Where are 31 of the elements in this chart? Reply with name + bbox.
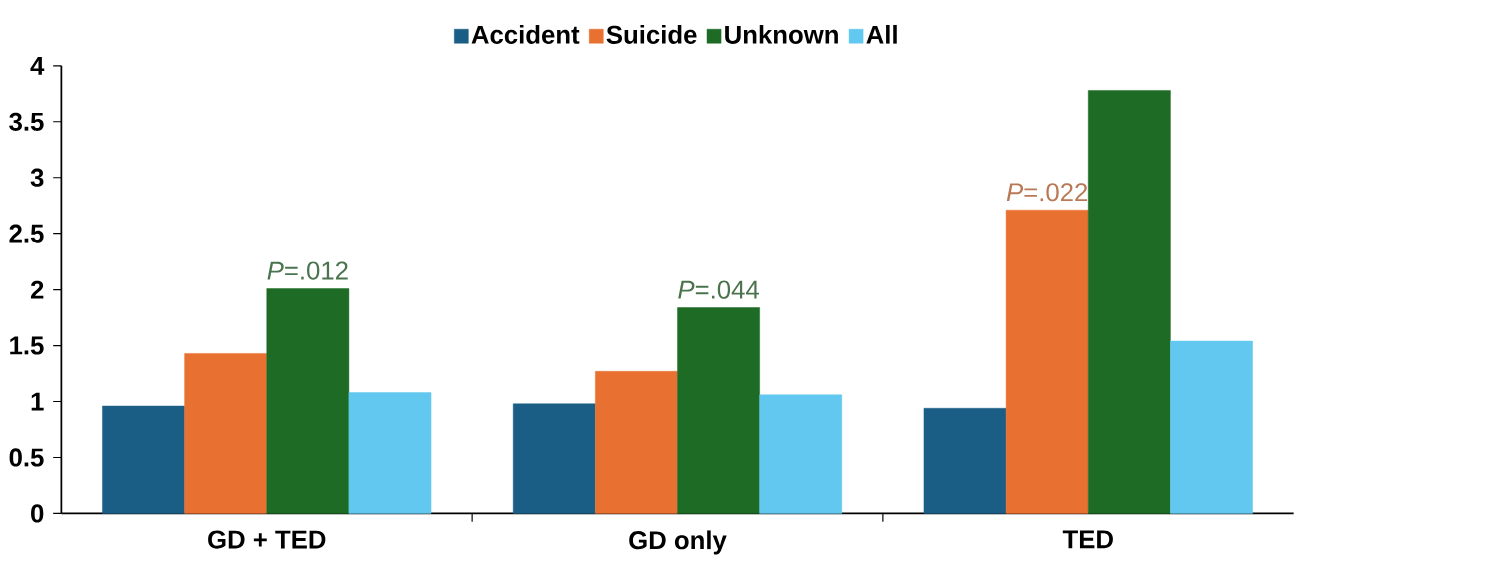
x-tick-label: TED bbox=[1062, 530, 1113, 548]
y-tick-label: 2 bbox=[30, 280, 44, 299]
bar bbox=[923, 407, 1007, 514]
legend-label: Suicide bbox=[606, 24, 697, 44]
y-tick-label: 4 bbox=[30, 56, 45, 75]
bar bbox=[1170, 340, 1253, 514]
y-tick-label: 3 bbox=[30, 168, 44, 187]
bar bbox=[1005, 209, 1089, 514]
bar bbox=[266, 288, 350, 514]
bar bbox=[759, 394, 843, 514]
y-tick-label: 2.5 bbox=[9, 224, 44, 243]
legend-label: Unknown bbox=[725, 24, 838, 44]
bar bbox=[348, 392, 432, 514]
bar bbox=[1088, 90, 1171, 514]
legend-label: All bbox=[866, 24, 897, 44]
annotation: P=.044 bbox=[678, 280, 759, 299]
x-tick-label: GD only bbox=[629, 530, 727, 555]
y-tick-label: 1.5 bbox=[10, 336, 44, 355]
bar bbox=[184, 353, 267, 514]
legend-label: Accident bbox=[471, 24, 580, 44]
y-tick-label: 0.5 bbox=[9, 448, 44, 467]
x-tick-label: GD + TED bbox=[208, 530, 326, 549]
y-tick-label: 0 bbox=[31, 504, 44, 523]
bar bbox=[677, 307, 760, 514]
y-tick-label: 1 bbox=[31, 392, 44, 411]
bar bbox=[102, 405, 185, 514]
annotation: P=.012 bbox=[267, 261, 348, 280]
bar bbox=[595, 370, 678, 514]
bar bbox=[512, 403, 596, 514]
y-tick-label: 3.5 bbox=[9, 112, 44, 131]
annotation: P=.022 bbox=[1006, 182, 1088, 202]
